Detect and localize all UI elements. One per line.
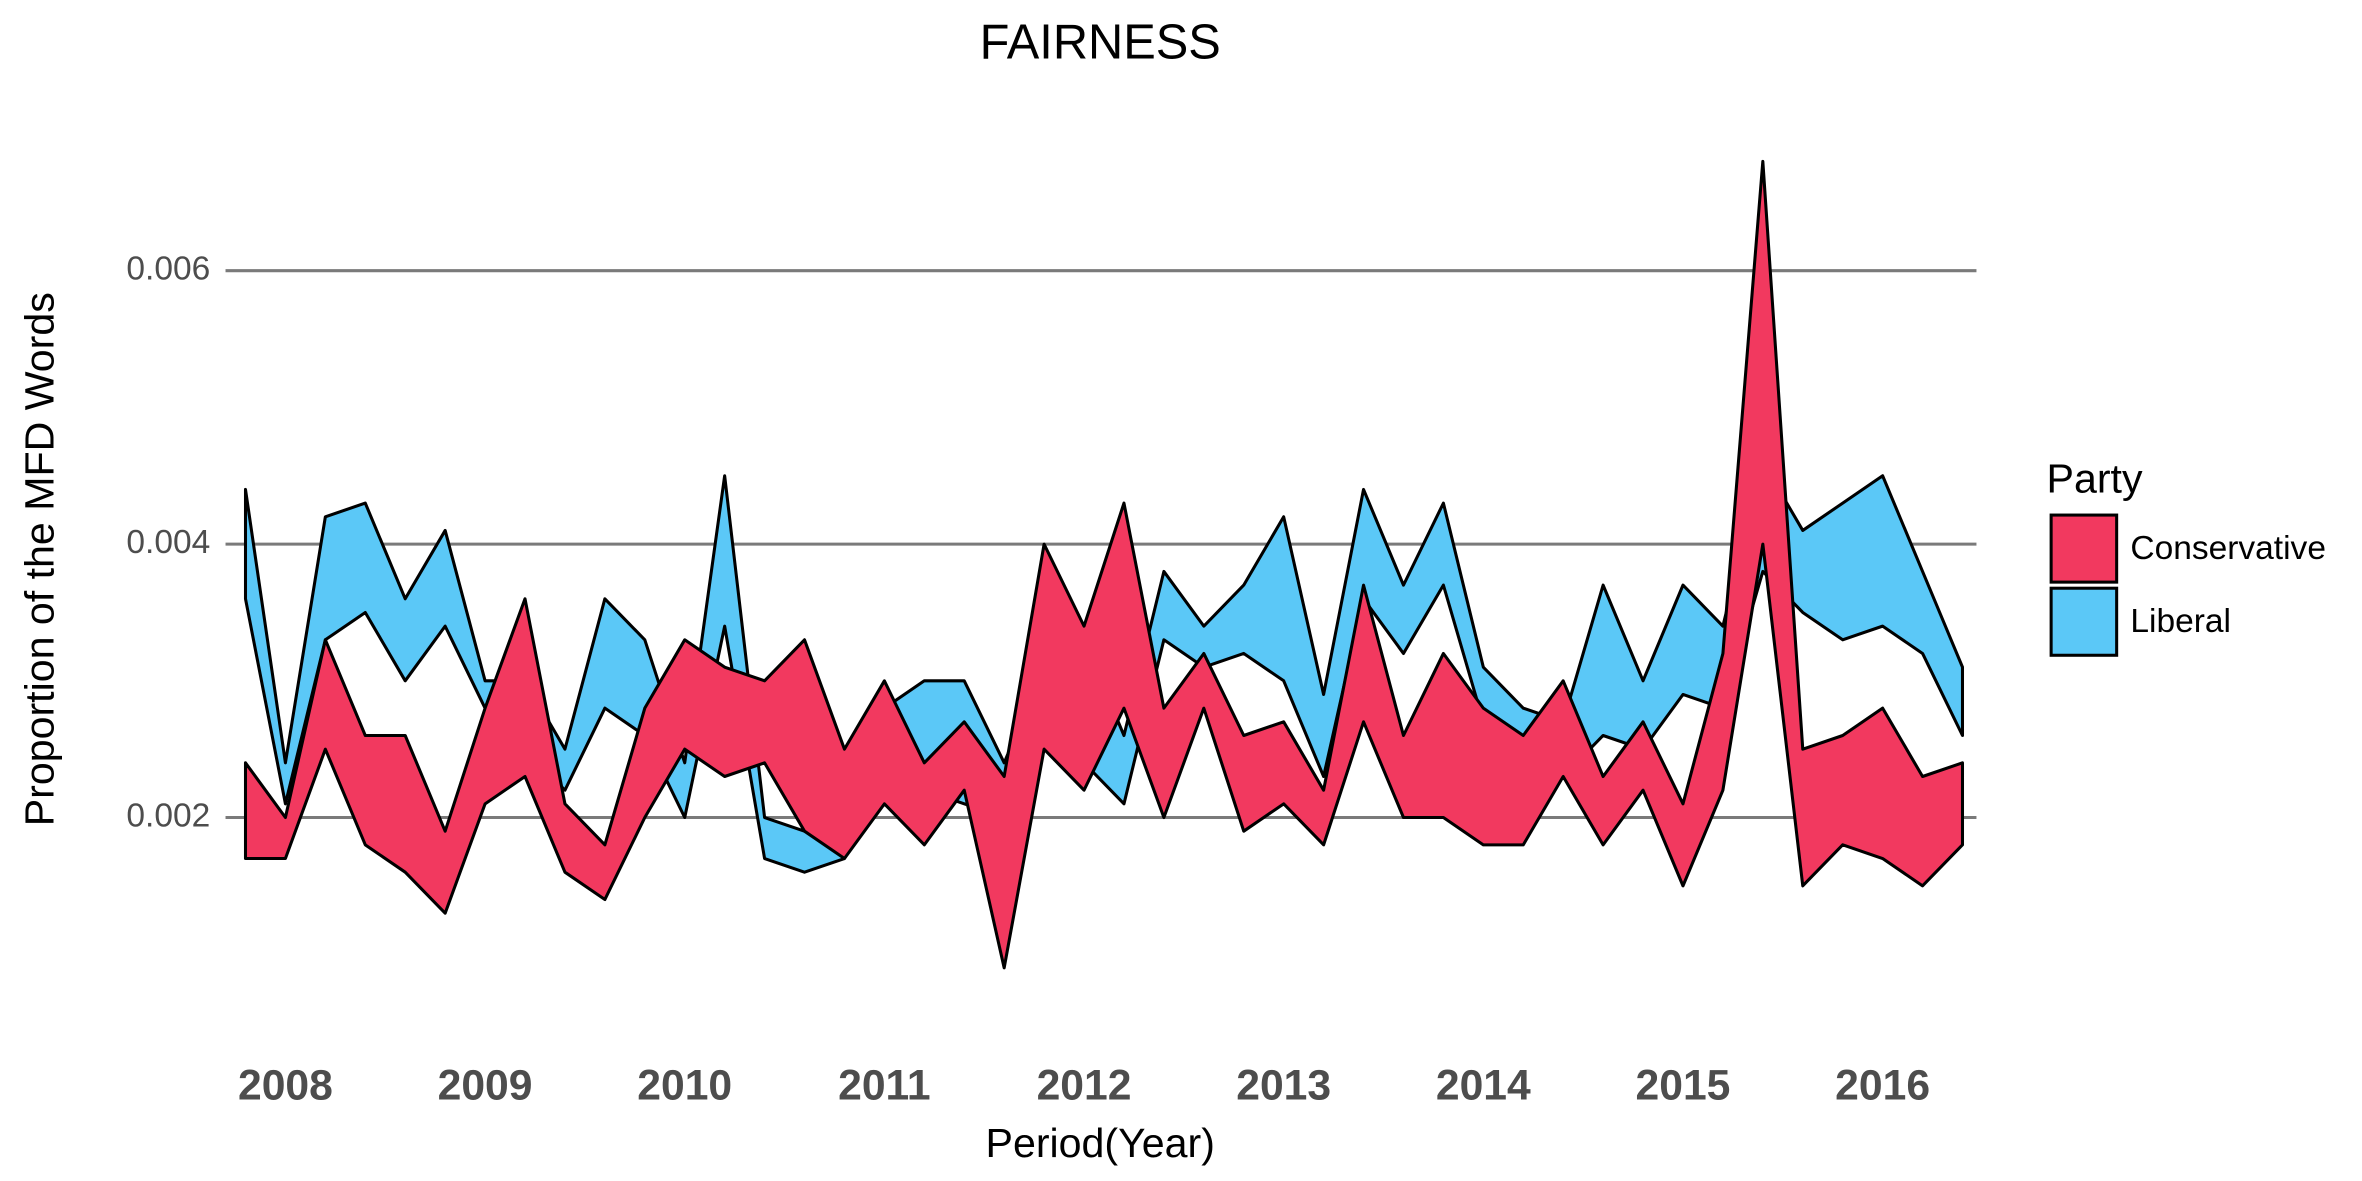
x-axis-label: Period(Year)	[986, 1120, 1215, 1166]
legend-swatch	[2049, 513, 2119, 584]
legend-swatch	[2049, 586, 2119, 657]
x-tick-label: 2008	[238, 1061, 333, 1109]
x-tick-label: 2013	[1236, 1061, 1331, 1109]
ribbon-area	[243, 159, 1965, 970]
x-tick-label: 2012	[1037, 1061, 1132, 1109]
y-tick-label: 0.002	[126, 797, 210, 834]
x-tick-label: 2009	[438, 1061, 533, 1109]
x-tick-label: 2014	[1436, 1061, 1531, 1109]
legend-label: Liberal	[2130, 603, 2231, 640]
chart-title: FAIRNESS	[980, 16, 1221, 70]
legend-title: Party	[2047, 455, 2143, 501]
y-axis-label: Proportion of the MFD Words	[17, 292, 63, 826]
y-tick-label: 0.006	[126, 251, 210, 288]
x-tick-label: 2015	[1636, 1061, 1731, 1109]
x-tick-label: 2011	[838, 1061, 931, 1109]
x-tick-label: 2016	[1835, 1061, 1930, 1109]
y-tick-label: 0.004	[126, 524, 210, 561]
x-tick-label: 2010	[637, 1061, 732, 1109]
legend-label: Conservative	[2130, 530, 2326, 567]
